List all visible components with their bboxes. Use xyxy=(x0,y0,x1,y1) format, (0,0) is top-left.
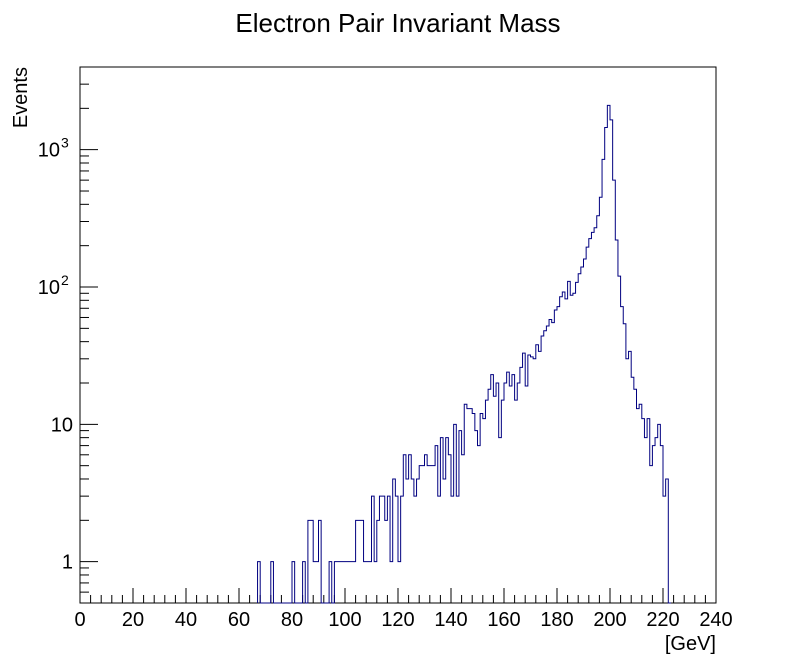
x-tick-label: 180 xyxy=(540,609,573,631)
x-tick-label: 80 xyxy=(281,609,303,631)
x-tick-label: 60 xyxy=(228,609,250,631)
y-tick-label: 1 xyxy=(62,552,73,574)
x-tick-label: 100 xyxy=(328,609,361,631)
x-tick-labels: 0 20 40 60 80 100 120 140 160 180 200 220 240 xyxy=(74,609,732,631)
y-tick-exponent: 3 xyxy=(61,135,69,151)
y-tick-label: 10 xyxy=(51,414,73,436)
x-tick-label: 240 xyxy=(699,609,732,631)
y-tick-label: 10 xyxy=(38,140,60,162)
x-tick-label: 220 xyxy=(646,609,679,631)
x-tick-label: 40 xyxy=(175,609,197,631)
x-tick-label: 200 xyxy=(593,609,626,631)
histogram-line xyxy=(257,104,671,604)
x-tick-label: 140 xyxy=(434,609,467,631)
y-tick-label: 10 xyxy=(38,277,60,299)
x-tick-label: 160 xyxy=(487,609,520,631)
x-axis-label: [GeV] xyxy=(665,633,716,655)
x-tick-label: 20 xyxy=(122,609,144,631)
x-tick-label: 120 xyxy=(381,609,414,631)
y-axis-label: Events xyxy=(10,67,32,128)
y-tick-exponent: 2 xyxy=(61,272,69,288)
chart-title: Electron Pair Invariant Mass xyxy=(235,8,560,38)
x-tick-label: 0 xyxy=(74,609,85,631)
